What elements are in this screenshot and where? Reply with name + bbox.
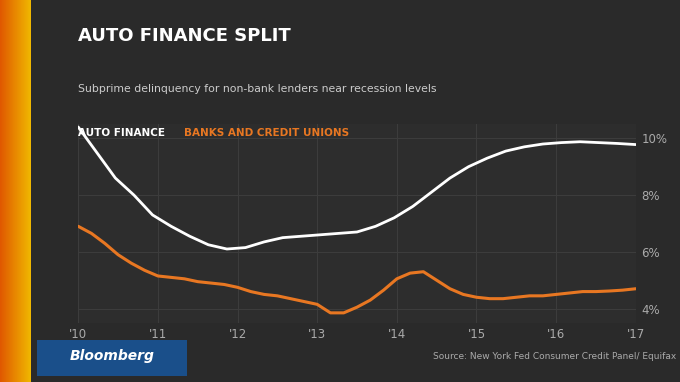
Text: Subprime delinquency for non-bank lenders near recession levels: Subprime delinquency for non-bank lender… bbox=[78, 84, 437, 94]
Text: BANKS AND CREDIT UNIONS: BANKS AND CREDIT UNIONS bbox=[184, 128, 349, 138]
Text: Bloomberg: Bloomberg bbox=[70, 349, 154, 363]
FancyBboxPatch shape bbox=[37, 340, 187, 376]
Text: AUTO FINANCE SPLIT: AUTO FINANCE SPLIT bbox=[78, 27, 291, 45]
Text: Source: New York Fed Consumer Credit Panel/ Equifax: Source: New York Fed Consumer Credit Pan… bbox=[433, 352, 677, 361]
Text: AUTO FINANCE: AUTO FINANCE bbox=[78, 128, 165, 138]
